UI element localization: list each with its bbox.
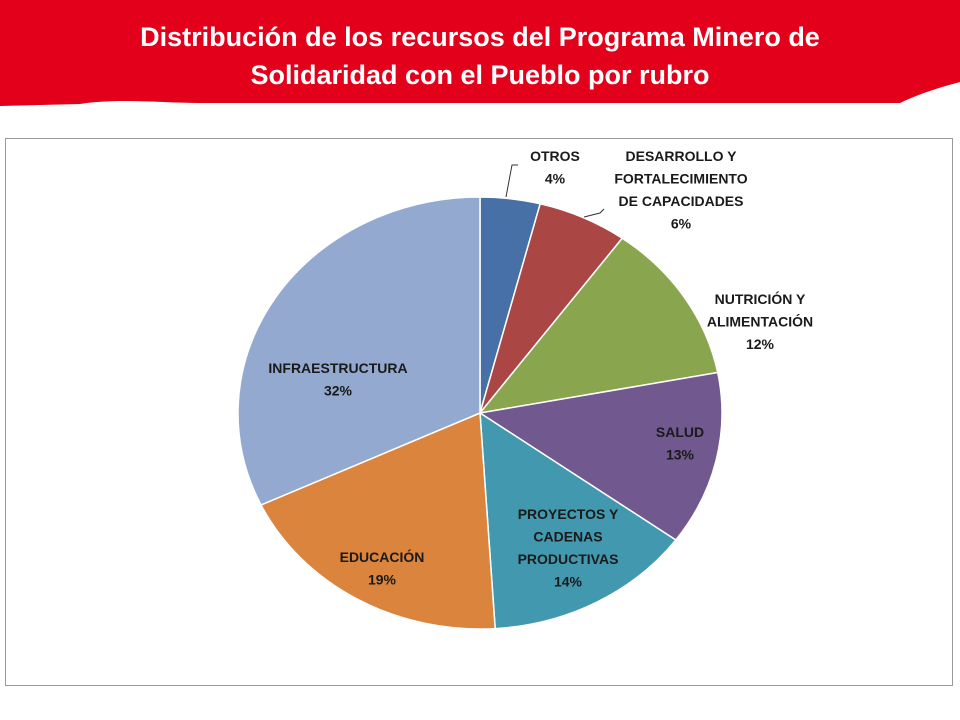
page-title: Distribución de los recursos del Program… bbox=[0, 18, 960, 94]
slice-percent-label: 12% bbox=[746, 336, 775, 352]
slice-name-label: NUTRICIÓN Y bbox=[715, 290, 806, 307]
slice-name-label: INFRAESTRUCTURA bbox=[268, 360, 407, 376]
slice-percent-label: 6% bbox=[671, 216, 692, 232]
pie-chart: OTROS 4% DESARROLLO Y FORTALECIMIENTO DE CAP… bbox=[237, 148, 813, 630]
slice-label: OTROS 4% bbox=[530, 148, 580, 187]
slice-name-label: PROYECTOS Y bbox=[518, 506, 619, 522]
pie-slice-educacion bbox=[259, 411, 497, 630]
title-banner bbox=[0, 0, 960, 110]
slice-label: EDUCACIÓN 19% bbox=[340, 548, 425, 588]
slice-name-label: OTROS bbox=[530, 148, 580, 164]
slice-percent-label: 19% bbox=[368, 572, 397, 588]
banner-shape bbox=[0, 0, 960, 106]
leader-line bbox=[583, 208, 605, 218]
slice-label: INFRAESTRUCTURA 32% bbox=[268, 360, 407, 399]
pie-slice-salud bbox=[477, 371, 723, 541]
pie-slice-infraestructura bbox=[237, 196, 481, 506]
leader-line bbox=[505, 164, 518, 198]
slice-name-label: FORTALECIMIENTO bbox=[614, 171, 747, 187]
slice-label: PROYECTOS Y CADENAS PRODUCTIVAS 14% bbox=[518, 506, 619, 590]
slice-name-label: EDUCACIÓN bbox=[340, 548, 425, 565]
slice-name-label: CADENAS bbox=[533, 529, 602, 545]
slice-percent-label: 32% bbox=[324, 383, 353, 399]
slice-label: NUTRICIÓN Y ALIMENTACIÓN 12% bbox=[707, 290, 813, 352]
pie-slice-proyectos-y-cadenas-productivas bbox=[479, 411, 677, 630]
slice-percent-label: 13% bbox=[666, 447, 695, 463]
chart-frame: OTROS 4% DESARROLLO Y FORTALECIMIENTO DE CAP… bbox=[5, 138, 953, 686]
slice-percent-label: 14% bbox=[554, 574, 583, 590]
page-title-line-2: Solidaridad con el Pueblo por rubro bbox=[250, 60, 710, 90]
slice-name-label: PRODUCTIVAS bbox=[518, 551, 619, 567]
slice-label: DESARROLLO Y FORTALECIMIENTO DE CAPACIDADE… bbox=[614, 148, 747, 232]
page-title-line-1: Distribución de los recursos del Program… bbox=[140, 22, 820, 52]
pie-slice-nutricion-y-alimentacion bbox=[478, 237, 719, 415]
slice-label: SALUD 13% bbox=[656, 424, 704, 463]
slice-name-label: ALIMENTACIÓN bbox=[707, 313, 813, 330]
banner-background bbox=[0, 0, 960, 106]
slice-name-label: SALUD bbox=[656, 424, 704, 440]
slice-percent-label: 4% bbox=[545, 171, 566, 187]
slice-name-label: DE CAPACIDADES bbox=[619, 193, 744, 209]
slice-name-label: DESARROLLO Y bbox=[626, 148, 738, 164]
